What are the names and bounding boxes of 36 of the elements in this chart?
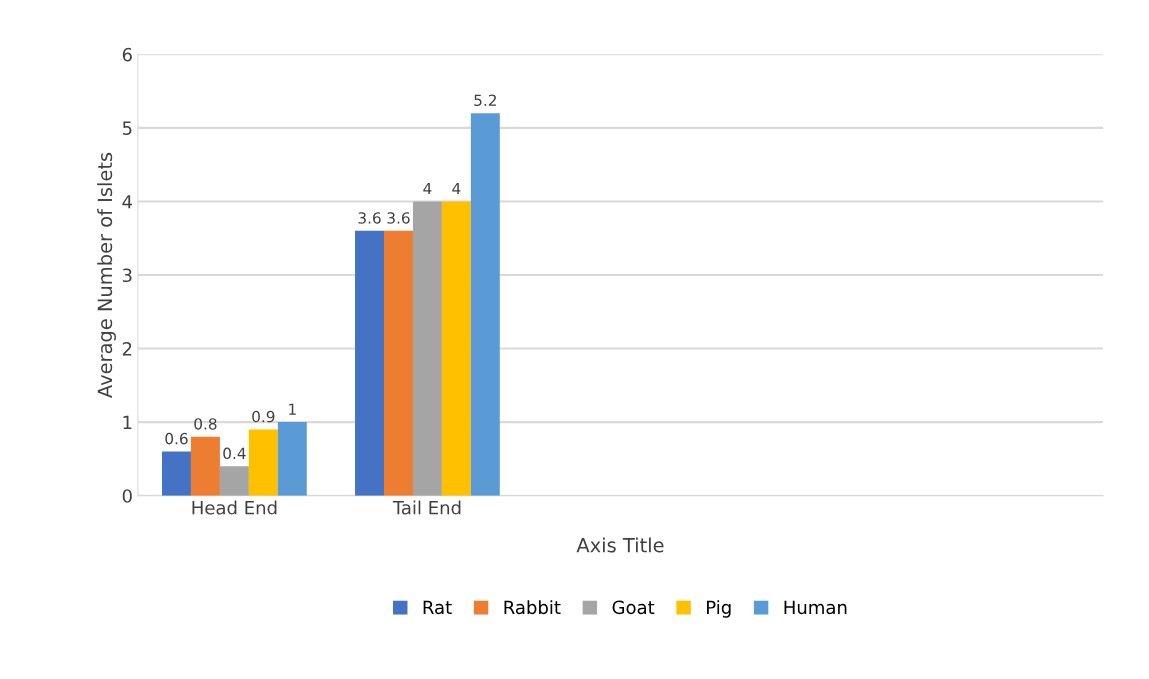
legend-label: Pig <box>707 600 731 618</box>
y-tick-label: 5 <box>122 121 132 135</box>
x-tick-label: Tail End <box>392 500 461 515</box>
y-tick-label: 6 <box>122 47 132 62</box>
bar <box>190 436 220 496</box>
legend-label: Goat <box>612 600 655 615</box>
data-label: 0.9 <box>252 410 275 423</box>
bar <box>162 451 191 496</box>
data-label: 5.2 <box>474 94 496 107</box>
data-label: 3.6 <box>358 212 381 224</box>
bar <box>355 230 384 496</box>
y-tick-label: 0 <box>122 489 132 503</box>
x-axis-title: Axis Title <box>576 537 664 553</box>
data-label: 3.6 <box>387 212 410 224</box>
bar <box>248 429 278 496</box>
legend-label: Rabbit <box>504 600 561 615</box>
bar <box>277 422 307 496</box>
data-label: 0.4 <box>223 447 246 460</box>
legend-label: Rat <box>423 600 452 615</box>
legend-label: Human <box>784 600 847 615</box>
y-tick-label: 2 <box>122 342 132 356</box>
y-tick-label: 4 <box>122 195 133 209</box>
y-tick-label: 3 <box>122 268 132 283</box>
y-tick-label: 1 <box>123 415 132 429</box>
y-axis-title: Average Number of Islets <box>97 152 116 398</box>
data-label: 4 <box>452 182 461 195</box>
bar <box>384 230 413 496</box>
bar <box>412 201 442 496</box>
bar <box>219 466 249 496</box>
data-label: 0.8 <box>194 418 217 430</box>
data-label: 4 <box>423 182 432 195</box>
data-label: 1 <box>289 403 296 415</box>
x-tick-label: Head End <box>192 500 277 515</box>
data-label: 0.6 <box>165 432 188 445</box>
bar <box>441 201 471 496</box>
bar <box>470 113 500 496</box>
